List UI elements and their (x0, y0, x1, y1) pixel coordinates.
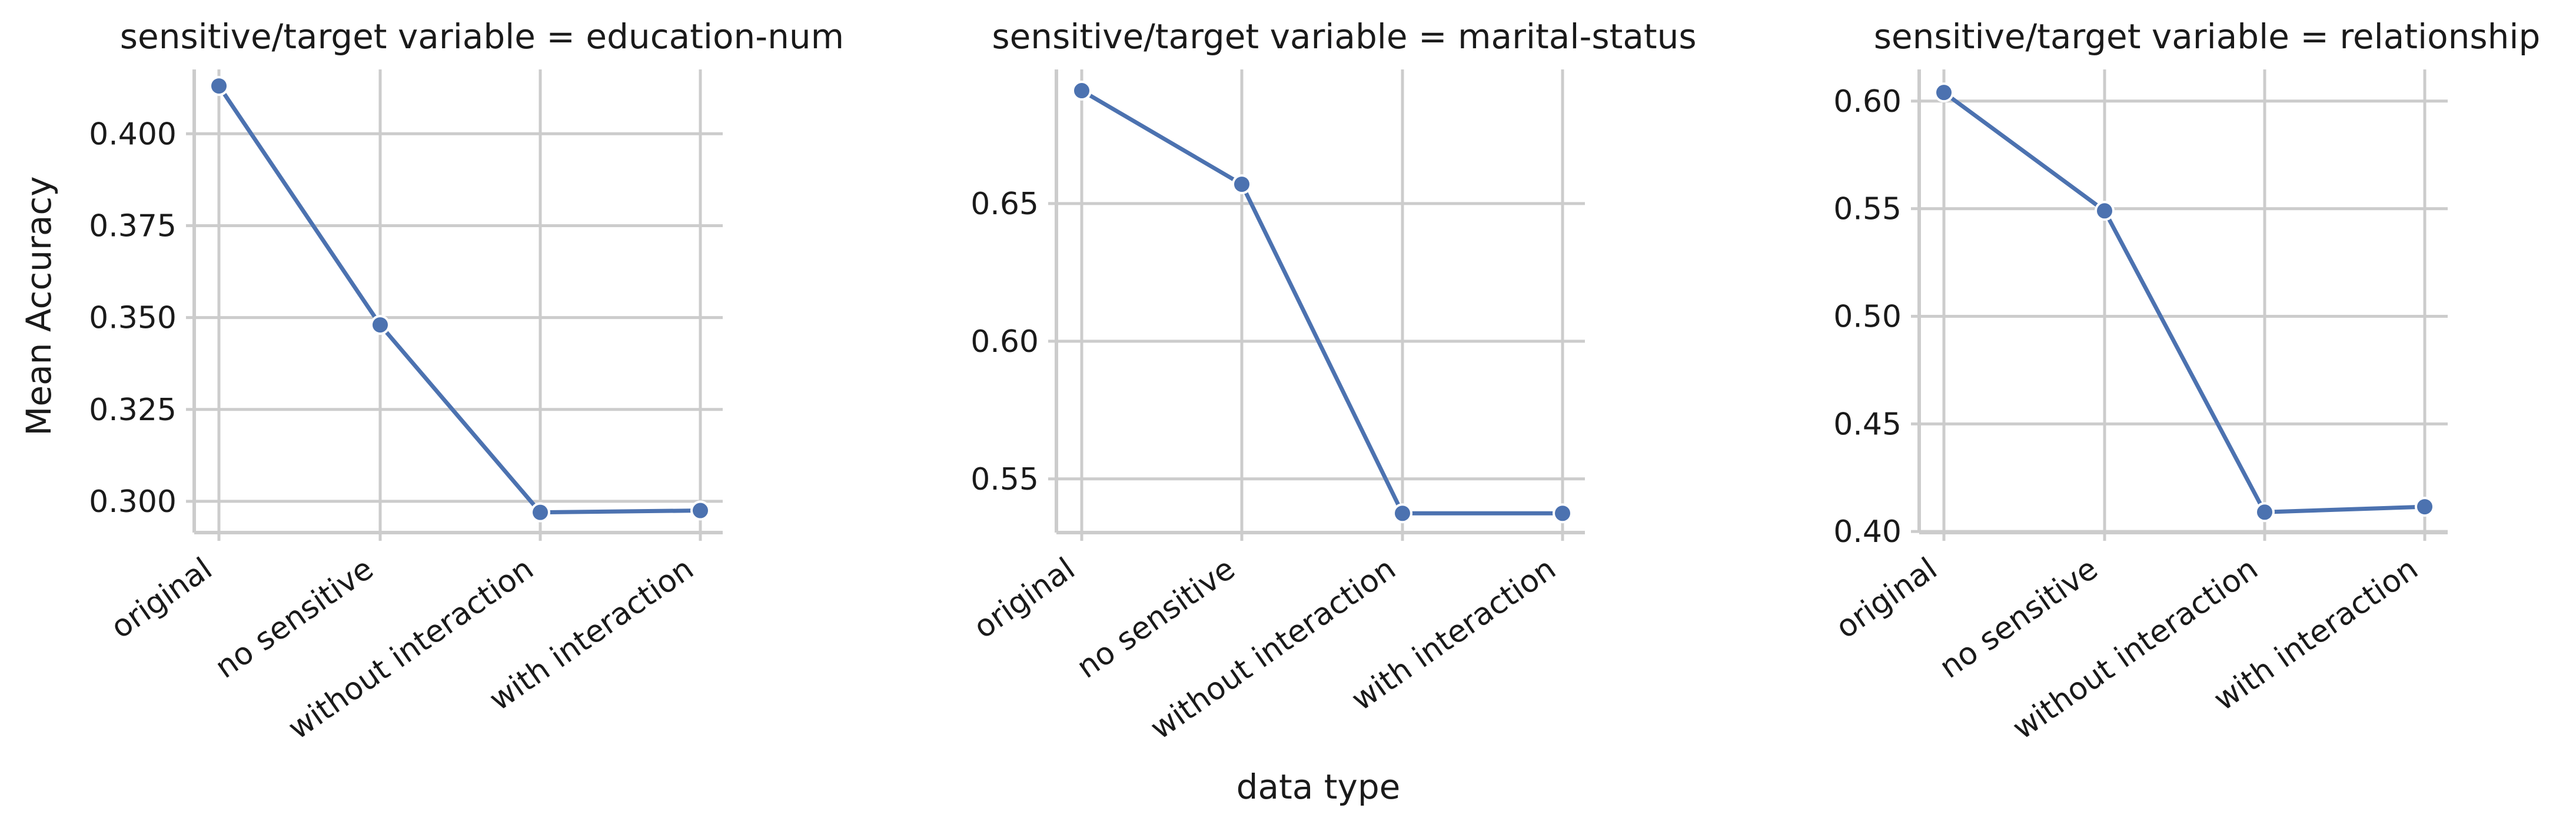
x-axis-label: data type (1237, 767, 1401, 807)
data-point (2255, 502, 2275, 523)
panel-title: sensitive/target variable = education-nu… (120, 16, 844, 56)
panel-title: sensitive/target variable = relationship (1874, 16, 2541, 56)
y-tick-label: 0.55 (1833, 192, 1902, 227)
y-tick-label: 0.350 (89, 301, 177, 336)
data-point (2415, 497, 2435, 517)
y-tick-label: 0.60 (1833, 84, 1902, 119)
y-tick-label: 0.325 (89, 393, 177, 428)
series-line (217, 84, 703, 515)
data-point (1934, 82, 1954, 103)
data-point (1072, 81, 1092, 101)
y-tick-label: 0.65 (970, 187, 1039, 222)
panel-title: sensitive/target variable = marital-stat… (992, 16, 1696, 56)
y-axis-label: Mean Accuracy (19, 176, 59, 435)
data-point (1553, 503, 1573, 524)
data-point (1232, 174, 1252, 195)
y-tick-label: 0.400 (89, 117, 177, 152)
series-line (1942, 90, 2427, 514)
data-point (2095, 201, 2115, 221)
data-point (370, 315, 390, 335)
y-tick-label: 0.55 (970, 462, 1039, 497)
y-tick-label: 0.40 (1833, 514, 1902, 550)
data-point (1392, 503, 1412, 524)
y-tick-label: 0.300 (89, 484, 177, 520)
series-line (1079, 88, 1565, 516)
y-tick-label: 0.60 (970, 324, 1039, 360)
y-tick-label: 0.45 (1833, 407, 1902, 442)
data-point (690, 500, 710, 521)
data-point (530, 502, 550, 523)
y-tick-label: 0.50 (1833, 299, 1902, 334)
y-tick-label: 0.375 (89, 208, 177, 244)
data-point (209, 76, 229, 97)
